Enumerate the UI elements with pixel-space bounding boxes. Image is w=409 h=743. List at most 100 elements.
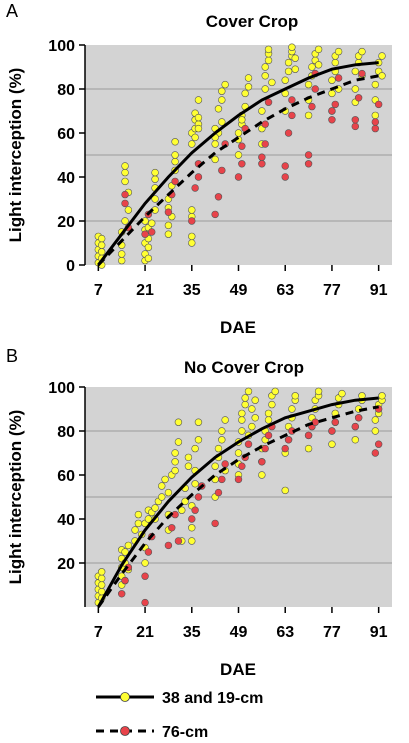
data-point bbox=[258, 107, 266, 115]
data-point bbox=[304, 151, 313, 159]
x-tick-label: 7 bbox=[94, 624, 103, 641]
data-point bbox=[171, 177, 179, 186]
data-point bbox=[191, 133, 199, 142]
data-point bbox=[121, 576, 129, 585]
data-point bbox=[334, 74, 343, 82]
data-point bbox=[141, 598, 149, 607]
data-point bbox=[351, 436, 359, 444]
data-point bbox=[358, 47, 366, 56]
data-point bbox=[244, 74, 253, 82]
data-point bbox=[288, 111, 296, 120]
data-point bbox=[151, 504, 159, 512]
data-point bbox=[304, 80, 313, 89]
data-point bbox=[238, 142, 246, 150]
data-point bbox=[328, 116, 336, 124]
data-point bbox=[284, 58, 293, 67]
data-point bbox=[191, 184, 199, 192]
data-point bbox=[191, 444, 199, 453]
y-tick-label: 100 bbox=[48, 380, 75, 397]
panel-b-title: No Cover Crop bbox=[184, 358, 304, 377]
data-point bbox=[211, 519, 219, 528]
data-point bbox=[288, 43, 296, 51]
data-point bbox=[191, 480, 199, 488]
data-point bbox=[124, 541, 133, 550]
data-point bbox=[248, 422, 256, 431]
data-point bbox=[184, 453, 193, 462]
panel-b-letter: B bbox=[6, 346, 18, 366]
data-point bbox=[261, 140, 269, 148]
data-point bbox=[221, 416, 229, 424]
y-tick-label: 40 bbox=[57, 170, 75, 187]
data-point bbox=[354, 414, 363, 422]
data-point bbox=[281, 162, 289, 170]
data-point bbox=[211, 462, 219, 470]
data-point bbox=[161, 475, 169, 484]
data-point bbox=[241, 394, 249, 402]
panel-a-title: Cover Crop bbox=[206, 12, 299, 31]
data-point bbox=[211, 155, 219, 164]
data-point bbox=[331, 418, 339, 426]
data-point bbox=[248, 405, 256, 413]
data-point bbox=[314, 387, 323, 396]
data-point bbox=[151, 168, 159, 177]
data-point bbox=[238, 116, 246, 124]
data-point bbox=[218, 475, 226, 484]
data-point bbox=[354, 94, 363, 102]
data-point bbox=[264, 45, 273, 54]
data-point bbox=[268, 78, 276, 87]
data-point bbox=[304, 431, 313, 440]
data-point bbox=[174, 537, 183, 545]
data-point bbox=[238, 160, 246, 168]
y-tick-label: 0 bbox=[66, 258, 75, 275]
data-point bbox=[144, 254, 153, 263]
data-point bbox=[291, 54, 299, 62]
data-point bbox=[191, 506, 199, 514]
data-point bbox=[311, 85, 319, 93]
data-point bbox=[371, 449, 380, 457]
data-point bbox=[184, 462, 193, 470]
x-tick-label: 77 bbox=[323, 282, 341, 299]
y-tick-label: 60 bbox=[57, 126, 75, 143]
data-point bbox=[194, 418, 203, 426]
data-point bbox=[304, 111, 313, 120]
legend-item-76cm: 76-cm bbox=[96, 724, 208, 741]
data-point bbox=[218, 96, 226, 104]
data-point bbox=[131, 526, 139, 534]
y-tick-label: 20 bbox=[57, 214, 75, 231]
x-tick-label: 35 bbox=[183, 282, 201, 299]
data-point bbox=[211, 210, 219, 219]
data-point bbox=[151, 195, 159, 203]
data-point bbox=[97, 568, 106, 576]
x-tick-label: 77 bbox=[323, 624, 341, 641]
data-point bbox=[188, 515, 196, 523]
data-point bbox=[151, 175, 159, 183]
data-point bbox=[308, 63, 316, 71]
data-point bbox=[164, 208, 173, 216]
panel-a-points bbox=[94, 43, 386, 269]
data-point bbox=[288, 96, 296, 104]
data-point bbox=[258, 153, 266, 161]
data-point bbox=[141, 572, 149, 580]
data-point bbox=[328, 89, 336, 98]
data-point bbox=[218, 166, 226, 175]
data-point bbox=[328, 76, 336, 84]
data-point bbox=[258, 160, 266, 168]
data-point bbox=[158, 482, 166, 490]
data-point bbox=[218, 87, 226, 95]
data-point bbox=[241, 89, 249, 98]
data-point bbox=[371, 80, 380, 89]
data-point bbox=[314, 61, 323, 69]
data-point bbox=[164, 230, 173, 238]
data-point bbox=[124, 206, 133, 214]
data-point bbox=[238, 416, 246, 424]
data-point bbox=[258, 471, 266, 479]
data-point bbox=[171, 466, 179, 475]
data-point bbox=[378, 72, 386, 80]
data-point bbox=[211, 140, 219, 148]
data-point bbox=[214, 444, 223, 453]
data-point bbox=[331, 100, 339, 109]
data-point bbox=[264, 409, 273, 418]
data-point bbox=[118, 250, 126, 258]
y-tick-label: 80 bbox=[57, 82, 75, 99]
data-point bbox=[308, 102, 316, 111]
